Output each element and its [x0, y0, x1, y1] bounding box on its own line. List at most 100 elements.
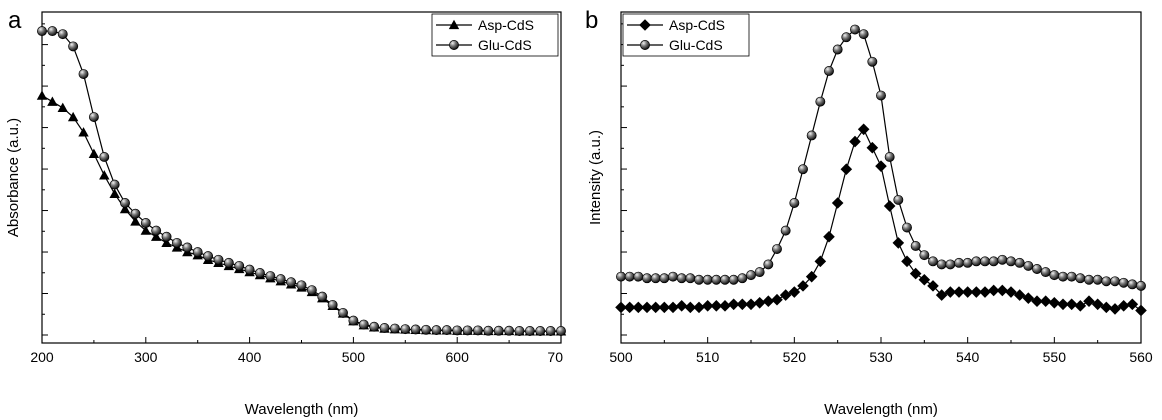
data-point [1100, 301, 1113, 314]
data-point [1101, 276, 1112, 287]
legend: Asp-CdS Glu-CdS [622, 13, 750, 57]
data-point [99, 151, 110, 162]
x-tick-label: 400 [238, 349, 262, 365]
data-point [1074, 300, 1087, 312]
data-point [1066, 271, 1077, 282]
legend-marker [639, 19, 651, 31]
data-point [719, 300, 731, 312]
data-point [369, 321, 380, 332]
data-point [961, 286, 974, 298]
data-point [668, 271, 678, 282]
data-point [545, 326, 556, 336]
data-point [68, 41, 79, 52]
data-point [514, 326, 525, 336]
data-point [1022, 292, 1035, 304]
data-point [980, 256, 990, 267]
x-tick-label: 530 [869, 349, 893, 365]
legend: Asp-CdS Glu-CdS [431, 13, 559, 57]
data-point [720, 274, 730, 285]
data-point [919, 250, 930, 261]
data-point [789, 198, 800, 208]
data-point [797, 280, 809, 292]
data-point [780, 225, 791, 236]
data-point [171, 237, 182, 248]
data-point [892, 237, 905, 249]
data-point [140, 225, 151, 235]
x-tick-label: 560 [1129, 349, 1153, 365]
series-line [41, 95, 561, 332]
data-point [379, 322, 390, 333]
data-point [150, 231, 162, 241]
data-point [306, 285, 317, 296]
data-point [867, 56, 878, 67]
data-point [624, 271, 635, 282]
data-point [1084, 274, 1094, 285]
data-point [901, 255, 913, 268]
data-point [650, 273, 661, 284]
data-point [736, 298, 749, 311]
data-point [805, 270, 818, 283]
data-point [909, 267, 922, 280]
data-point [779, 289, 792, 301]
data-point [788, 286, 801, 298]
data-point [954, 257, 964, 268]
data-point [400, 324, 411, 335]
data-point [1048, 296, 1061, 309]
data-point [996, 284, 1009, 297]
data-point [1092, 274, 1103, 285]
legend-marker [640, 40, 650, 50]
data-point [875, 160, 887, 172]
data-point [910, 241, 921, 251]
data-point [632, 301, 645, 314]
data-point [244, 264, 255, 275]
data-point [658, 301, 671, 314]
data-point [858, 29, 869, 40]
data-point [693, 301, 705, 314]
data-point [421, 324, 432, 335]
data-point [876, 90, 886, 101]
data-point [857, 123, 870, 136]
data-point [1109, 303, 1121, 315]
data-point [99, 170, 110, 180]
data-point [1014, 257, 1025, 268]
data-point [753, 296, 766, 309]
data-point [161, 231, 172, 242]
data-point [441, 325, 452, 336]
data-point [1075, 273, 1086, 284]
data-point [841, 32, 852, 43]
data-point [1110, 276, 1120, 287]
data-point [1135, 304, 1147, 317]
plot-frame [41, 11, 562, 344]
data-point [535, 326, 546, 336]
panel-letter: b [585, 7, 598, 34]
series-glu-cds [37, 26, 566, 336]
data-point [918, 273, 931, 286]
x-axis-label: Wavelength (nm) [245, 401, 359, 418]
data-point [1118, 277, 1129, 288]
data-point [255, 268, 265, 278]
data-point [1091, 298, 1104, 311]
data-point [119, 203, 131, 214]
data-point [57, 29, 68, 40]
x-tick-label: 300 [134, 349, 158, 365]
data-point [1126, 298, 1139, 311]
data-point [935, 289, 948, 301]
data-point [151, 225, 162, 236]
data-point [814, 255, 827, 268]
data-point [504, 325, 515, 336]
x-tick-label: 520 [783, 349, 807, 365]
data-point [883, 200, 896, 212]
data-point [944, 286, 957, 298]
data-point [771, 293, 783, 306]
data-point [928, 256, 938, 267]
data-point [223, 257, 234, 268]
data-point [120, 198, 130, 208]
data-point [192, 247, 203, 258]
data-point [962, 257, 973, 268]
data-point [67, 111, 79, 122]
data-point [130, 216, 141, 226]
data-point [997, 254, 1008, 265]
data-point [265, 271, 276, 282]
data-point [1049, 270, 1060, 281]
data-point [745, 298, 757, 311]
